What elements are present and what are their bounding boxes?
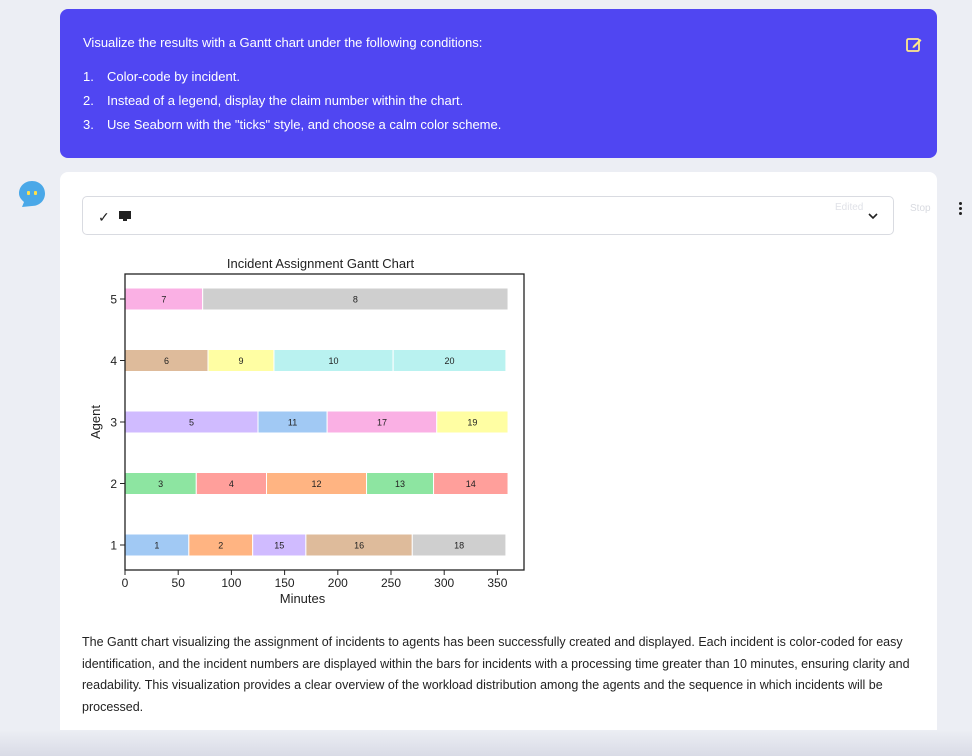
y-tick-label: 5 xyxy=(110,293,117,307)
chevron-down-icon[interactable] xyxy=(867,210,879,222)
x-tick-label: 100 xyxy=(221,576,241,590)
edit-icon[interactable] xyxy=(905,36,923,54)
check-icon: ✓ xyxy=(98,209,110,225)
list-item: 1. Color-code by incident. xyxy=(83,69,913,85)
bar-label: 12 xyxy=(312,479,322,489)
bar-label: 20 xyxy=(445,356,455,366)
more-options-icon[interactable] xyxy=(952,200,968,218)
bar-label: 10 xyxy=(329,356,339,366)
chart-title: Incident Assignment Gantt Chart xyxy=(227,256,415,271)
y-axis-label: Agent xyxy=(88,405,103,439)
bar-label: 4 xyxy=(229,479,234,489)
x-tick-label: 350 xyxy=(487,576,507,590)
bar-label: 2 xyxy=(218,541,223,551)
gantt-bar xyxy=(202,287,509,311)
stop-label[interactable]: Stop xyxy=(910,203,931,214)
bar-label: 18 xyxy=(454,541,464,551)
list-item-text: Color-code by incident. xyxy=(107,69,240,84)
bar-label: 1 xyxy=(154,541,159,551)
user-message: Visualize the results with a Gantt chart… xyxy=(60,9,937,158)
gantt-bar xyxy=(411,533,507,557)
x-tick-label: 250 xyxy=(381,576,401,590)
x-axis-label: Minutes xyxy=(280,591,326,606)
bar-label: 15 xyxy=(274,541,284,551)
user-message-list: 1. Color-code by incident. 2. Instead of… xyxy=(83,69,913,133)
assistant-message: ✓ Edited Stop The Gantt chart visualizin… xyxy=(60,172,937,740)
bar-label: 3 xyxy=(158,479,163,489)
list-item-number: 1. xyxy=(83,69,94,84)
y-tick-label: 4 xyxy=(110,354,117,368)
bar-label: 5 xyxy=(189,418,194,428)
list-item-text: Instead of a legend, display the claim n… xyxy=(107,93,464,108)
list-item: 2. Instead of a legend, display the clai… xyxy=(83,93,913,109)
bar-label: 16 xyxy=(354,541,364,551)
bar-label: 6 xyxy=(164,356,169,366)
list-item: 3. Use Seaborn with the "ticks" style, a… xyxy=(83,117,913,133)
response-text: The Gantt chart visualizing the assignme… xyxy=(82,635,910,714)
bar-label: 13 xyxy=(395,479,405,489)
monitor-icon xyxy=(119,211,131,221)
user-message-intro: Visualize the results with a Gantt chart… xyxy=(83,35,483,50)
bar-label: 17 xyxy=(377,418,387,428)
list-item-text: Use Seaborn with the "ticks" style, and … xyxy=(107,117,502,132)
x-tick-label: 50 xyxy=(172,576,186,590)
bar-label: 11 xyxy=(288,418,297,428)
y-tick-label: 2 xyxy=(110,477,117,491)
gantt-bar xyxy=(433,472,509,495)
y-tick-label: 1 xyxy=(110,539,117,553)
y-tick-label: 3 xyxy=(110,416,117,430)
gantt-chart: Incident Assignment Gantt Chart 1 2 15 16 18 3… xyxy=(88,250,528,620)
list-item-number: 3. xyxy=(83,117,94,132)
tool-call-panel[interactable]: ✓ Edited xyxy=(82,196,894,235)
x-tick-label: 300 xyxy=(434,576,454,590)
assistant-avatar-icon xyxy=(19,181,45,207)
x-tick-label: 0 xyxy=(122,576,129,590)
gantt-bar xyxy=(436,410,509,434)
bar-label: 9 xyxy=(238,356,243,366)
bar-label: 8 xyxy=(353,295,358,305)
x-tick-label: 200 xyxy=(328,576,348,590)
x-tick-label: 150 xyxy=(275,576,295,590)
bar-label: 19 xyxy=(467,418,477,428)
list-item-number: 2. xyxy=(83,93,94,108)
bar-label: 14 xyxy=(466,479,476,489)
bottom-fade xyxy=(0,730,972,756)
bar-label: 7 xyxy=(161,295,166,305)
tool-call-faint-label: Edited xyxy=(835,202,864,213)
gantt-bar xyxy=(392,349,507,372)
